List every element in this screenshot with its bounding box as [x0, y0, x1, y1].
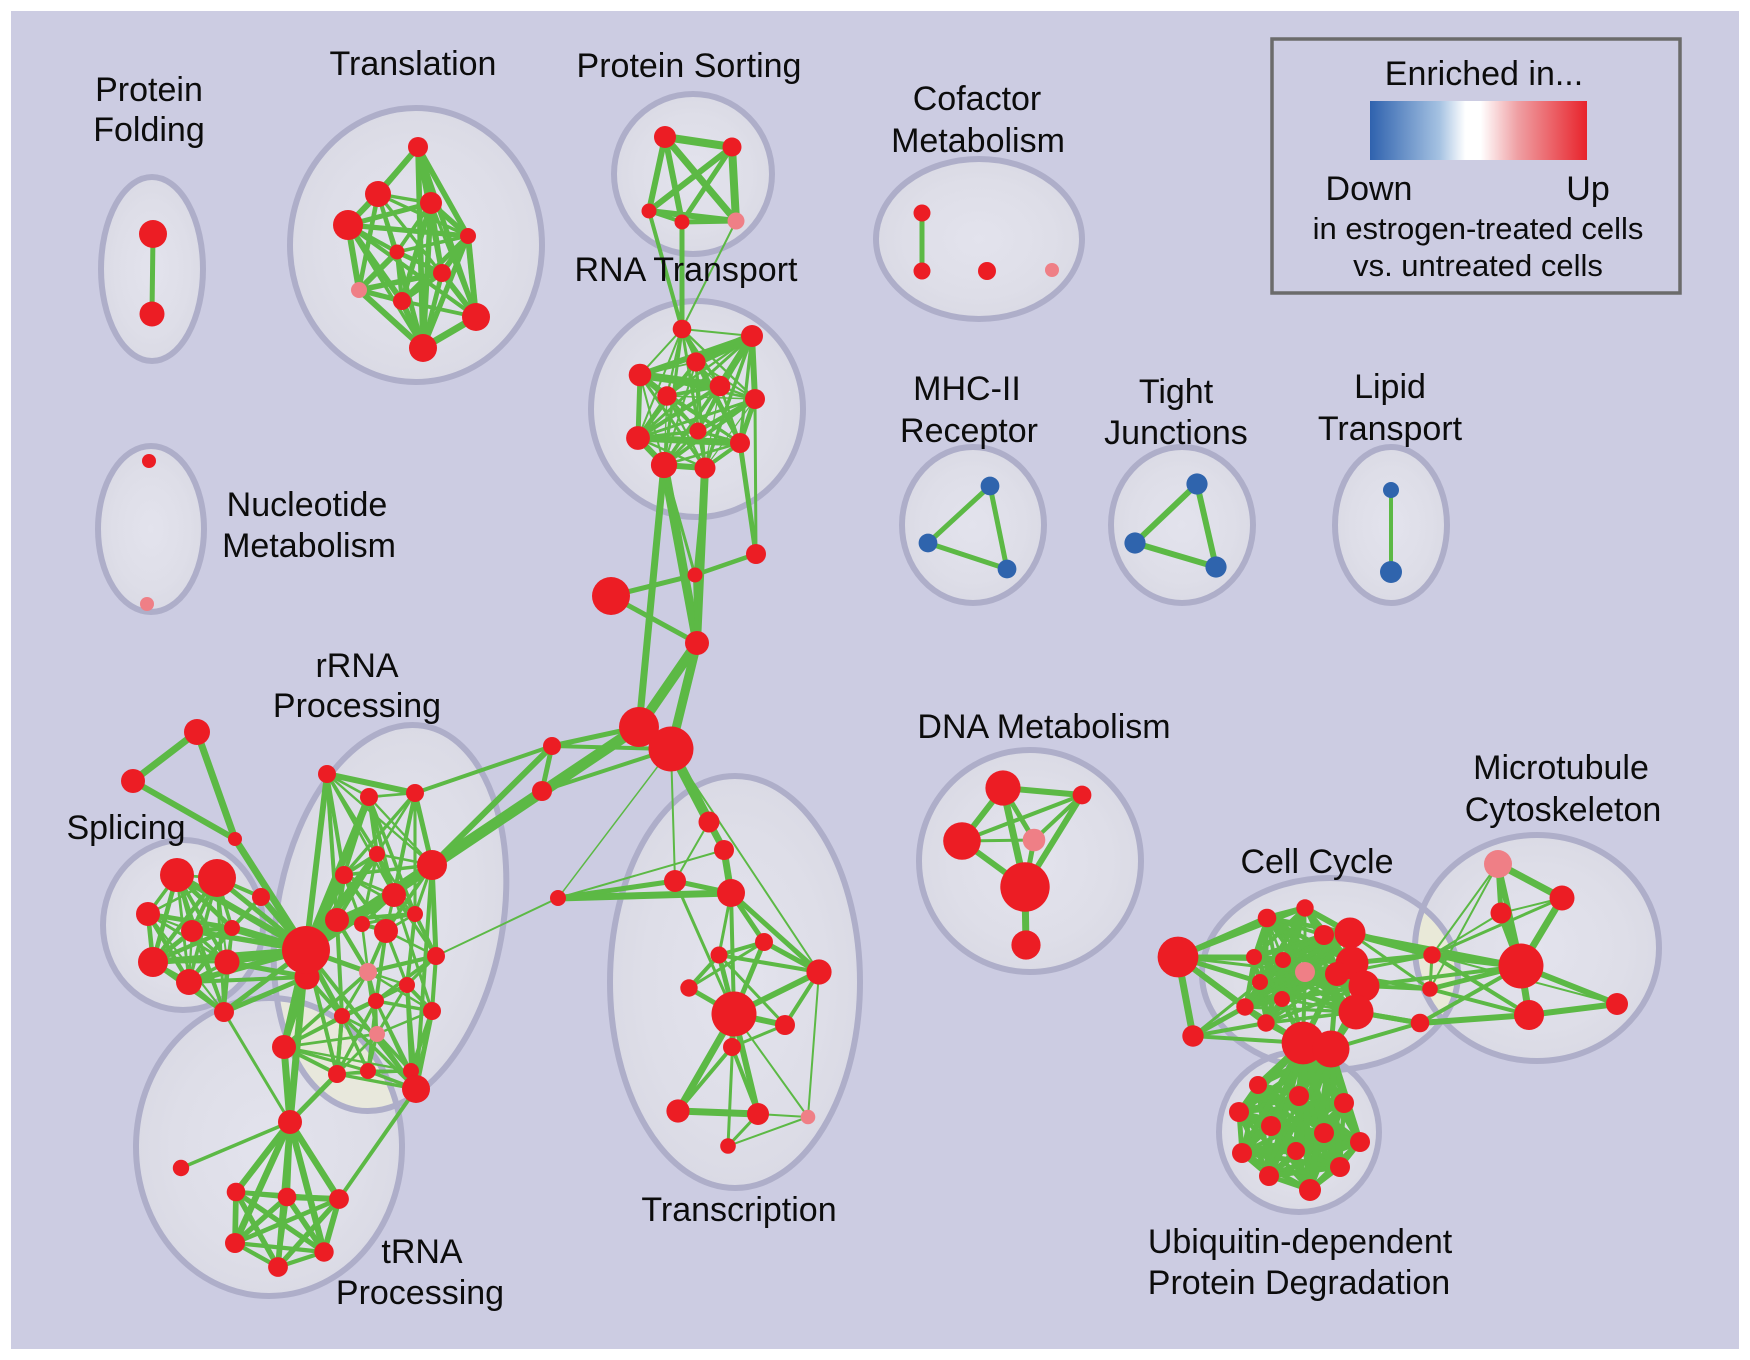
svg-text:RNA Transport: RNA Transport — [575, 251, 799, 289]
svg-text:vs. untreated cells: vs. untreated cells — [1353, 248, 1603, 283]
svg-text:Nucleotide: Nucleotide — [227, 486, 388, 524]
svg-text:Protein: Protein — [95, 71, 203, 109]
svg-text:Metabolism: Metabolism — [222, 527, 396, 565]
svg-text:Up: Up — [1566, 170, 1609, 208]
svg-text:Ubiquitin-dependent: Ubiquitin-dependent — [1148, 1223, 1453, 1261]
svg-text:Processing: Processing — [336, 1274, 504, 1312]
svg-text:Lipid: Lipid — [1354, 368, 1426, 406]
svg-text:Splicing: Splicing — [66, 809, 185, 847]
svg-text:Cytoskeleton: Cytoskeleton — [1465, 791, 1662, 829]
svg-text:Microtubule: Microtubule — [1473, 749, 1649, 787]
svg-text:Processing: Processing — [273, 687, 441, 725]
svg-text:Transcription: Transcription — [641, 1191, 836, 1229]
svg-text:Cell Cycle: Cell Cycle — [1240, 843, 1393, 881]
svg-text:Down: Down — [1326, 170, 1413, 208]
svg-text:Junctions: Junctions — [1104, 414, 1248, 452]
svg-text:Folding: Folding — [93, 111, 205, 149]
svg-text:Transport: Transport — [1318, 410, 1463, 448]
svg-text:Metabolism: Metabolism — [891, 122, 1065, 160]
svg-text:Protein Degradation: Protein Degradation — [1148, 1264, 1450, 1302]
svg-text:tRNA: tRNA — [381, 1233, 463, 1271]
svg-text:Translation: Translation — [330, 45, 497, 83]
svg-text:Protein Sorting: Protein Sorting — [577, 47, 802, 85]
svg-text:DNA Metabolism: DNA Metabolism — [917, 708, 1170, 746]
svg-text:in estrogen-treated cells: in estrogen-treated cells — [1313, 211, 1644, 246]
svg-text:Receptor: Receptor — [900, 412, 1038, 450]
svg-text:Enriched in...: Enriched in... — [1385, 55, 1583, 93]
svg-text:Tight: Tight — [1139, 373, 1214, 411]
svg-text:MHC-II: MHC-II — [913, 370, 1021, 408]
svg-text:Cofactor: Cofactor — [913, 80, 1042, 118]
svg-text:rRNA: rRNA — [315, 647, 398, 685]
